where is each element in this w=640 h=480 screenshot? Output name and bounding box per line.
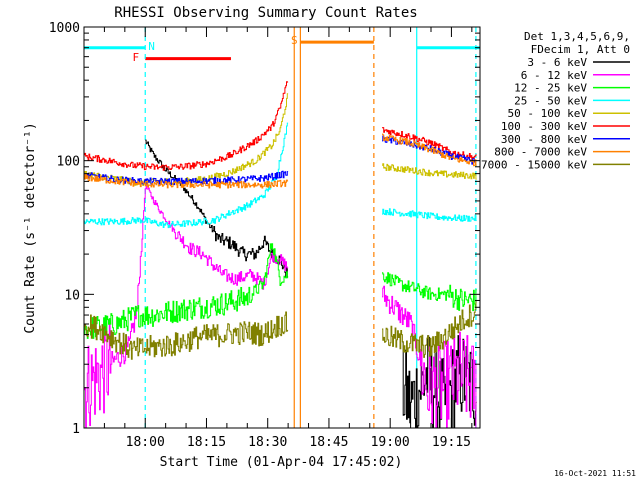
legend-label: 3 - 6 keV: [527, 56, 587, 69]
y-axis-ticks: 1 10 100 1000: [49, 21, 480, 437]
series-50-100-kev-part-2: [382, 163, 477, 180]
series-7000-15000-kev-part-1: [84, 311, 289, 360]
series-25-50-kev-part-1: [84, 122, 289, 229]
x-tick-label: 18:45: [309, 435, 348, 450]
x-axis-ticks: 18:00 18:15 18:30 18:45 19:00 19:15: [83, 27, 473, 450]
y-tick-label: 1: [72, 422, 80, 437]
y-tick-label: 100: [57, 155, 80, 170]
x-tick-label: 19:15: [432, 435, 471, 450]
legend-label: 800 - 7000 keV: [494, 146, 587, 159]
x-tick-label: 18:30: [248, 435, 287, 450]
annotation-n: N: [148, 40, 155, 53]
series-3-6-kev-part-1: [145, 139, 289, 278]
series-800-7000-kev-part-2: [382, 133, 477, 167]
timestamp: 16-Oct-2021 11:51: [554, 469, 636, 478]
series-100-300-kev-part-1: [84, 81, 289, 171]
series-25-50-kev-part-2: [382, 208, 477, 222]
legend-label: 12 - 25 keV: [514, 82, 587, 95]
x-tick-label: 18:00: [126, 435, 165, 450]
plot-area: [84, 27, 480, 428]
annotation-s: S: [291, 34, 298, 47]
x-tick-label: 19:00: [371, 435, 410, 450]
y-axis-label: Count Rate (s⁻¹ detector⁻¹): [23, 122, 38, 333]
series-12-25-kev-part-1: [84, 243, 289, 339]
axes: [83, 26, 481, 429]
y-tick-label: 1000: [49, 21, 80, 36]
series-12-25-kev-part-2: [382, 272, 477, 312]
x-tick-label: 18:15: [187, 435, 226, 450]
legend-label: 25 - 50 keV: [514, 94, 587, 107]
series-800-7000-kev-part-1: [84, 173, 289, 189]
x-axis-label: Start Time (01-Apr-04 17:45:02): [160, 455, 403, 470]
annotation-f: F: [133, 51, 140, 64]
series-6-12-kev-part-1: [84, 183, 289, 428]
legend-label: 6 - 12 keV: [521, 69, 588, 82]
legend-label: 100 - 300 keV: [501, 120, 587, 133]
legend-header-line: FDecim 1, Att 0: [531, 43, 630, 56]
series-7000-15000-kev-part-2: [382, 301, 477, 358]
series-6-12-kev-part-2: [382, 285, 477, 429]
series-lines: [84, 81, 477, 429]
legend-label: 300 - 800 keV: [501, 133, 587, 146]
status-lines: [144, 27, 477, 428]
status-annotations: NF S: [133, 34, 298, 64]
legend: Det 1,3,4,5,6,9,FDecim 1, Att 03 - 6 keV…: [481, 30, 630, 171]
status-bars: [84, 40, 480, 61]
legend-label: 50 - 100 keV: [508, 107, 588, 120]
y-tick-label: 10: [64, 288, 80, 303]
chart-title: RHESSI Observing Summary Count Rates: [114, 5, 417, 21]
legend-label: 7000 - 15000 keV: [481, 158, 587, 171]
legend-header-line: Det 1,3,4,5,6,9,: [524, 30, 630, 43]
